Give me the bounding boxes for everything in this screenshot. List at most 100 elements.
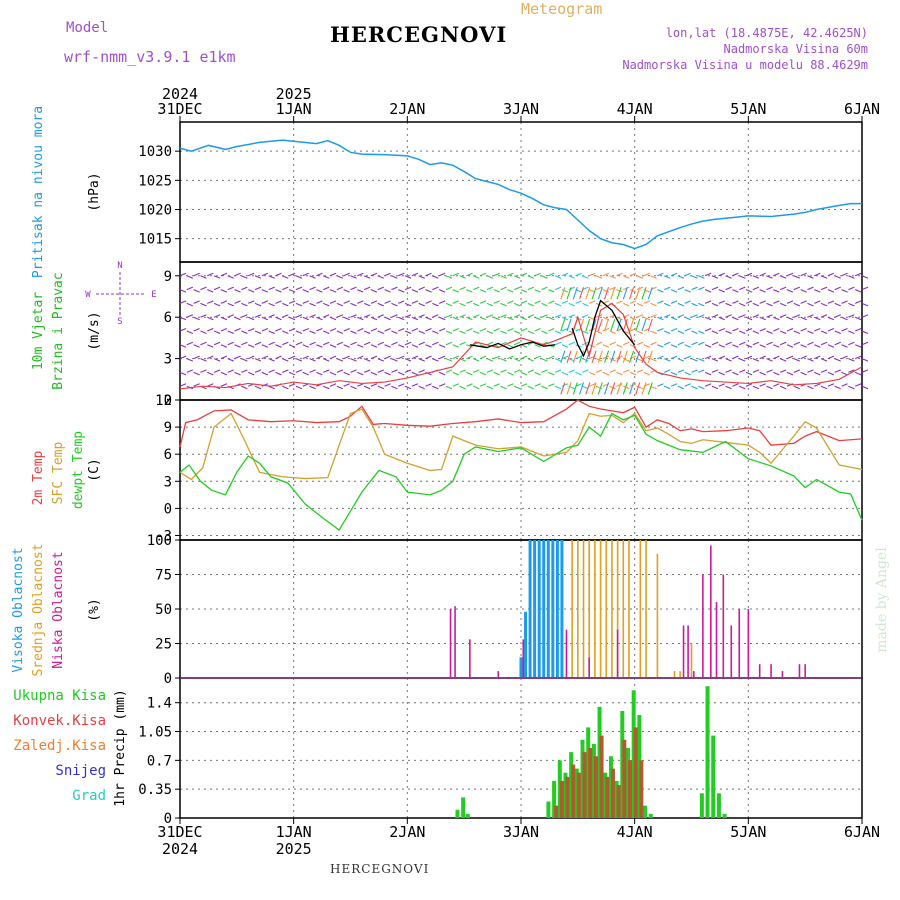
- cloud-bar-low: [682, 625, 685, 677]
- wind-barb: [554, 369, 562, 373]
- wind-barb: [725, 385, 732, 390]
- wind-barb: [561, 300, 569, 304]
- wind-barb: [500, 369, 507, 373]
- wind-barb: [493, 355, 500, 360]
- wind-barb: [677, 358, 685, 362]
- wind-barb: [302, 355, 309, 360]
- wind-barb: [411, 272, 419, 277]
- wind-barb: [247, 355, 255, 360]
- wind-barb: [779, 286, 787, 291]
- wind-barb: [213, 275, 221, 279]
- wind-arrow: [647, 318, 653, 332]
- wind-barb: [282, 358, 289, 362]
- wind-barb: [254, 385, 262, 390]
- wind-barb: [486, 275, 494, 279]
- wind-barb: [602, 316, 610, 321]
- wind-barb: [616, 355, 623, 360]
- wind-barb: [739, 302, 746, 307]
- wind-barb: [193, 383, 200, 387]
- wind-barb: [186, 330, 194, 335]
- wind-barb: [745, 383, 753, 387]
- mid-cloud-axis-label: Srednja Oblacnost: [31, 543, 46, 676]
- wind-barb: [554, 385, 562, 390]
- wind-barb: [329, 371, 337, 376]
- wind-barb: [493, 371, 500, 376]
- wind-barb: [288, 300, 296, 304]
- wind-barb: [445, 314, 453, 318]
- wind-barb: [343, 300, 350, 304]
- wind-barb: [568, 275, 575, 279]
- wind-barb: [677, 286, 685, 291]
- wind-barb: [650, 358, 657, 362]
- wind-barb: [350, 330, 357, 335]
- wind-barb: [398, 327, 405, 332]
- wind-barb: [486, 286, 494, 291]
- wind-barb: [323, 385, 330, 390]
- wind-barb: [336, 302, 344, 307]
- wind-barb: [432, 341, 439, 346]
- wind-barb: [814, 383, 821, 387]
- wind-barb: [186, 275, 194, 279]
- low-cloud-axis-label: Niska Oblacnost: [51, 551, 66, 668]
- wind-barb: [807, 341, 814, 346]
- wind-barb: [309, 341, 316, 346]
- wind-barb: [357, 344, 364, 348]
- wind-barb: [861, 286, 869, 291]
- wind-arrow: [604, 287, 610, 300]
- wind-barb: [527, 314, 535, 318]
- wind-barb: [445, 369, 453, 373]
- wind-barb: [670, 371, 678, 376]
- wind-barb: [254, 302, 262, 307]
- wind-barb: [268, 341, 275, 346]
- wind-barb: [336, 275, 344, 279]
- wind-barb: [554, 330, 562, 335]
- wind-arrow: [560, 287, 566, 300]
- wind-barb: [459, 385, 466, 390]
- wind-barb: [486, 369, 494, 373]
- wind-barb: [452, 300, 460, 304]
- wind-barb: [595, 385, 603, 390]
- wind-barb: [718, 383, 725, 387]
- wind-barb: [316, 371, 323, 376]
- cloud-bar-mid: [645, 540, 647, 677]
- wind-barb: [200, 275, 207, 279]
- wind-barb: [745, 316, 753, 321]
- wind-barb: [391, 385, 398, 390]
- y-tick-label: 0.7: [147, 753, 172, 769]
- wind-barb: [500, 385, 507, 390]
- wind-barb: [186, 286, 194, 291]
- y-tick-label: 0: [164, 501, 172, 517]
- cloud-bar-mid: [594, 540, 596, 677]
- wind-barb: [650, 330, 657, 335]
- wind-barb: [323, 330, 330, 335]
- wind-barb: [793, 286, 801, 291]
- wind-barb: [207, 316, 214, 321]
- x-tick-label-top: 1JAN: [276, 100, 312, 118]
- wind-barb: [732, 300, 739, 304]
- wind-barb: [398, 383, 405, 387]
- wind-barb: [725, 286, 732, 291]
- cloud-bar-low: [804, 664, 806, 677]
- wind-barb: [227, 314, 234, 318]
- wind-barb: [745, 371, 753, 376]
- cloud-bar-mid: [611, 540, 613, 677]
- wind-barb: [670, 289, 678, 293]
- wind-barb: [288, 344, 296, 348]
- wind-barb: [275, 355, 282, 360]
- precip-legend-item: Grad: [72, 788, 106, 804]
- wind-barb: [234, 344, 241, 348]
- wind-barb: [636, 302, 644, 307]
- wind-barb: [479, 371, 487, 376]
- wind-barb: [466, 383, 473, 387]
- wind-axis-label-2: Brzina i Pravac: [51, 272, 66, 389]
- wind-barb: [861, 341, 869, 346]
- wind-barb: [452, 272, 460, 277]
- wind-arrow: [566, 318, 572, 332]
- wind-barb: [363, 385, 371, 390]
- y-tick-label: 9: [164, 420, 172, 436]
- wind-barb: [247, 272, 255, 277]
- wind-barb: [432, 385, 439, 390]
- wind-barb: [282, 286, 289, 291]
- wind-barb: [534, 316, 541, 321]
- y-tick-label: 1030: [138, 144, 172, 160]
